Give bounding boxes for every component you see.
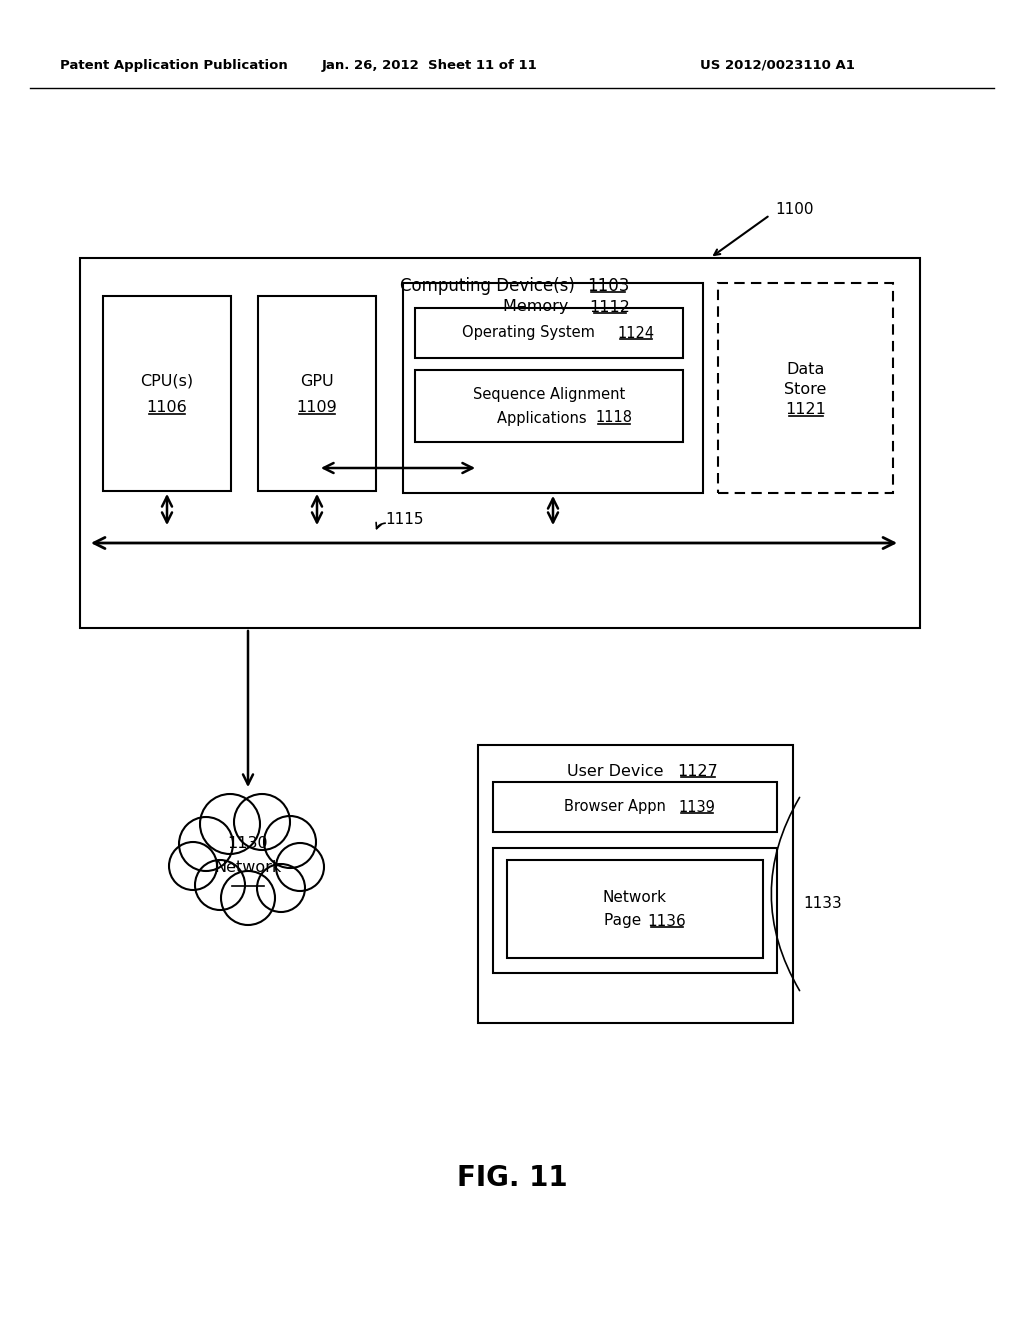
Bar [478, 744, 793, 1023]
Text: Sequence Alignment: Sequence Alignment [473, 387, 625, 401]
Circle shape [264, 816, 316, 869]
Bar [493, 781, 777, 832]
Text: Applications: Applications [497, 411, 591, 425]
Text: GPU: GPU [300, 374, 334, 389]
Circle shape [179, 817, 233, 871]
Text: Network: Network [603, 890, 667, 904]
Text: 1130: 1130 [227, 837, 268, 851]
Text: Store: Store [784, 383, 826, 397]
Circle shape [195, 861, 245, 909]
Text: Patent Application Publication: Patent Application Publication [60, 58, 288, 71]
Text: 1124: 1124 [617, 326, 654, 341]
Circle shape [169, 842, 217, 890]
Bar [80, 257, 920, 628]
Text: 1109: 1109 [297, 400, 337, 414]
Text: US 2012/0023110 A1: US 2012/0023110 A1 [700, 58, 855, 71]
Text: Computing Device(s): Computing Device(s) [400, 277, 580, 294]
Text: Memory: Memory [503, 300, 573, 314]
Text: 1100: 1100 [775, 202, 813, 218]
Text: 1133: 1133 [803, 896, 842, 912]
Circle shape [200, 795, 260, 854]
Text: User Device: User Device [566, 763, 669, 779]
Bar [507, 861, 763, 958]
Bar [415, 370, 683, 442]
Text: FIG. 11: FIG. 11 [457, 1164, 567, 1192]
Bar [258, 296, 376, 491]
Text: Page: Page [604, 913, 646, 928]
Text: Network: Network [214, 859, 282, 874]
Bar [415, 308, 683, 358]
Text: 1121: 1121 [785, 403, 826, 417]
Circle shape [257, 865, 305, 912]
Text: 1115: 1115 [385, 512, 424, 528]
Text: Jan. 26, 2012  Sheet 11 of 11: Jan. 26, 2012 Sheet 11 of 11 [323, 58, 538, 71]
Text: 1118: 1118 [596, 411, 633, 425]
Text: 1139: 1139 [679, 800, 716, 814]
Bar [718, 282, 893, 492]
Text: CPU(s): CPU(s) [140, 374, 194, 389]
Bar [103, 296, 231, 491]
Text: 1112: 1112 [590, 300, 631, 314]
Bar [493, 847, 777, 973]
Bar [403, 282, 703, 492]
Circle shape [234, 795, 290, 850]
Text: 1106: 1106 [146, 400, 187, 414]
Circle shape [221, 871, 275, 925]
Text: Browser Appn: Browser Appn [564, 800, 671, 814]
Circle shape [276, 843, 324, 891]
Text: 1127: 1127 [677, 763, 718, 779]
Text: Data: Data [786, 363, 824, 378]
Text: Operating System: Operating System [462, 326, 600, 341]
Text: 1136: 1136 [647, 913, 686, 928]
Text: 1103: 1103 [587, 277, 629, 294]
